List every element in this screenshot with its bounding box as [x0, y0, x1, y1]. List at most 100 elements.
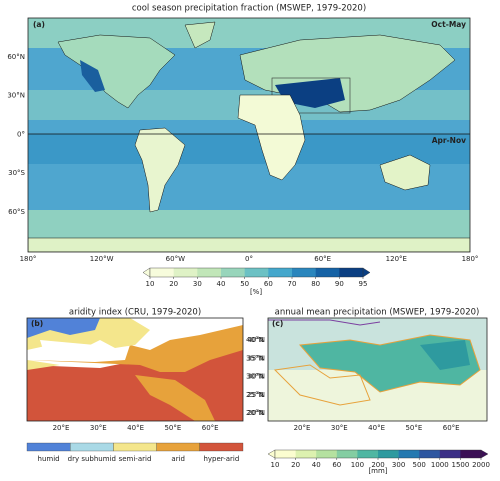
- axis-label: 50°E: [405, 424, 422, 432]
- axis-label: 0°: [245, 255, 253, 263]
- colorbar-bin: [315, 268, 340, 277]
- colorbar-extend: [267, 449, 276, 459]
- axis-label: 30°N: [7, 92, 25, 100]
- axis-label: 40°E: [127, 424, 144, 432]
- axis-label: 35°N: [246, 354, 264, 362]
- legend-swatch: [156, 442, 200, 452]
- panel-label: (a): [33, 20, 45, 29]
- panel-label: (b): [31, 319, 43, 328]
- axis-label: 30°E: [331, 424, 348, 432]
- colorbar-bin: [460, 450, 482, 458]
- legend: humid dry subhumid semi-arid arid hyper-arid: [26, 442, 244, 463]
- colorbar-tick-label: 30: [193, 280, 202, 288]
- colorbar-bin: [197, 268, 222, 277]
- axis-label: 180°: [462, 255, 479, 263]
- precipitation-map: [268, 318, 487, 421]
- colorbar-tick-label: 300: [392, 461, 405, 469]
- colorbar-bin: [357, 450, 379, 458]
- axis-label: 30°N: [247, 373, 265, 381]
- colorbar-tick-label: 10: [146, 280, 155, 288]
- legend-label: hyper-arid: [203, 455, 239, 463]
- axis-label: 25°N: [247, 391, 265, 399]
- colorbar-extend: [142, 267, 151, 278]
- axis-label: 20°N: [247, 409, 265, 417]
- axis-label: 20°N: [246, 409, 264, 417]
- colorbar-bin: [173, 268, 198, 277]
- map-frame: [267, 317, 488, 422]
- axis-label: 35°N: [247, 354, 265, 362]
- colorbar-bin: [398, 450, 420, 458]
- axis-label: 60°E: [443, 424, 460, 432]
- colorbar-tick-label: 40: [217, 280, 226, 288]
- axis-label: 20°E: [294, 424, 311, 432]
- axis-label: 60°W: [166, 255, 185, 263]
- axis-label: 0°: [17, 130, 25, 138]
- colorbar-tick-label: 70: [288, 280, 297, 288]
- colorbar-bin: [295, 450, 317, 458]
- map-frame: [26, 317, 244, 422]
- axis-label: 30°S: [8, 169, 25, 177]
- colorbar-bin: [292, 268, 316, 277]
- axis-label: 120°E: [386, 255, 407, 263]
- colorbar-tick-label: 20: [169, 280, 178, 288]
- panel-label: (c): [272, 319, 283, 328]
- colorbar-tick-label: 1000: [431, 461, 449, 469]
- colorbar-tick-label: 500: [413, 461, 426, 469]
- panel-title: aridity index (CRU, 1979-2020): [69, 308, 201, 318]
- axis-label: 60°E: [202, 424, 219, 432]
- colorbar: 10 20 40 60 100 200 300 500 1000 1500 2000: [267, 449, 490, 469]
- legend-label: arid: [171, 455, 185, 463]
- colorbar-tick-label: 50: [240, 280, 249, 288]
- axis-label: 40°E: [368, 424, 385, 432]
- colorbar-bin: [439, 450, 461, 458]
- panel-title: cool season precipitation fraction (MSWE…: [132, 4, 366, 14]
- colorbar-tick-label: 100: [351, 461, 364, 469]
- global-map: [28, 18, 470, 252]
- colorbar-tick-label: 40: [312, 461, 321, 469]
- colorbar-bin: [150, 268, 174, 277]
- axis-label: 30°E: [90, 424, 107, 432]
- colorbar-tick-label: 200: [371, 461, 384, 469]
- colorbar-bin: [275, 450, 296, 458]
- axis-label: 20°E: [53, 424, 70, 432]
- axis-label: 40°N: [247, 336, 265, 344]
- axis-label: 25°N: [246, 391, 264, 399]
- colorbar-tick-label: 20: [291, 461, 300, 469]
- colorbar-unit: [mm]: [368, 467, 387, 475]
- colorbar: 10 20 30 40 50 60 70 80 90 95: [142, 267, 371, 288]
- season-label: Apr-Nov: [432, 136, 466, 145]
- colorbar-tick-label: 2000: [472, 461, 490, 469]
- legend-swatch: [70, 442, 114, 452]
- colorbar-tick-label: 60: [264, 280, 273, 288]
- legend-label: humid: [38, 455, 60, 463]
- colorbar-tick-label: 1500: [451, 461, 469, 469]
- axis-label: 50°E: [164, 424, 181, 432]
- colorbar-tick-label: 90: [335, 280, 344, 288]
- season-label: Oct-May: [431, 20, 466, 29]
- aridity-map: [27, 318, 243, 421]
- colorbar-bin: [268, 268, 293, 277]
- legend-swatch: [199, 442, 244, 452]
- colorbar-bin: [221, 268, 245, 277]
- colorbar-tick-label: 95: [359, 280, 368, 288]
- colorbar-tick-label: 60: [332, 461, 341, 469]
- panel-title: annual mean precipitation (MSWEP, 1979-2…: [275, 308, 480, 318]
- colorbar-bin: [336, 450, 358, 458]
- axis-label: 60°N: [7, 53, 25, 61]
- map-frame: [27, 17, 471, 253]
- colorbar-tick-label: 10: [271, 461, 280, 469]
- colorbar-tick-label: 80: [311, 280, 320, 288]
- colorbar-bin: [339, 268, 364, 277]
- colorbar-unit: [%]: [250, 288, 262, 296]
- legend-swatch: [26, 442, 71, 452]
- colorbar-extend: [480, 449, 489, 459]
- colorbar-frame: [149, 267, 364, 278]
- legend-swatch: [113, 442, 157, 452]
- colorbar-extend: [362, 267, 371, 278]
- axis-label: 120°W: [90, 255, 114, 263]
- colorbar-bin: [378, 450, 399, 458]
- axis-label: 180°: [20, 255, 37, 263]
- axis-label: 60°S: [8, 208, 25, 216]
